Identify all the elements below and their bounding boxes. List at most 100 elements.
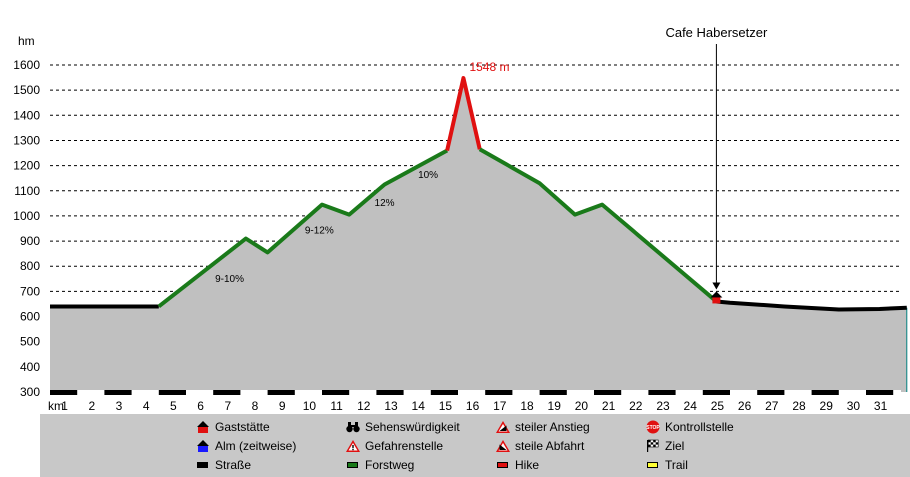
finish-flag-icon xyxy=(645,439,661,453)
y-tick-label: 300 xyxy=(20,385,40,399)
y-tick-label: 1200 xyxy=(13,159,40,173)
steep-ascent-icon xyxy=(495,420,511,434)
series-hike-line xyxy=(445,76,482,151)
y-tick-label: 600 xyxy=(20,310,40,324)
y-tick-label: 1500 xyxy=(13,83,40,97)
x-tick-label: 3 xyxy=(116,399,123,413)
gradient-label: 10% xyxy=(418,170,438,181)
profile-area xyxy=(50,78,907,392)
y-tick-label: 1100 xyxy=(14,184,40,198)
legend-label: Alm (zeitweise) xyxy=(215,439,297,453)
y-tick-label: 900 xyxy=(20,234,40,248)
x-axis-segment xyxy=(267,390,295,395)
x-tick-label: 20 xyxy=(575,399,589,413)
legend-item: Gaststätte xyxy=(195,419,270,435)
x-tick-label: 23 xyxy=(656,399,670,413)
series-forstweg-line xyxy=(157,148,449,309)
x-axis-segment xyxy=(376,390,404,395)
x-axis-segment xyxy=(158,390,186,395)
x-tick-label: 29 xyxy=(820,399,834,413)
legend-label: Hike xyxy=(515,458,540,472)
x-axis-segment xyxy=(213,390,241,395)
legend-item: Gefahrenstelle xyxy=(345,438,443,454)
y-axis-label: hm xyxy=(18,34,35,48)
poi-arrowhead xyxy=(712,282,721,290)
legend-label: Ziel xyxy=(665,439,685,453)
x-axis-segment xyxy=(104,390,132,395)
trail-swatch xyxy=(645,458,661,472)
x-axis-label: km xyxy=(48,399,64,413)
y-tick-label: 400 xyxy=(20,360,40,374)
legend: Gaststätte Sehenswürdigkeit steiler Anstie… xyxy=(40,414,910,477)
x-tick-label: 26 xyxy=(738,399,752,413)
x-tick-label: 4 xyxy=(143,399,150,413)
y-tick-label: 500 xyxy=(20,335,40,349)
y-axis: 300 400 500 600 700 800 900 1000 1100 1200 1300 140… xyxy=(13,58,40,399)
x-tick-label: 18 xyxy=(520,399,534,413)
x-tick-label: 11 xyxy=(330,399,343,413)
x-tick-label: 24 xyxy=(684,399,698,413)
legend-item: steile Abfahrt xyxy=(495,438,584,454)
legend-label: steiler Anstieg xyxy=(515,420,590,434)
annotations: 1548 m 9-10% 9-12% 12% 10% Cafe Habersetzer xyxy=(215,25,768,304)
x-tick-label: 19 xyxy=(548,399,562,413)
x-axis-segment xyxy=(866,390,894,395)
x-tick-label: 22 xyxy=(629,399,643,413)
x-tick-label: 13 xyxy=(384,399,398,413)
legend-label: Trail xyxy=(665,458,688,472)
hike-swatch xyxy=(495,458,511,472)
x-axis-segment xyxy=(430,390,458,395)
x-tick-label: 12 xyxy=(357,399,371,413)
poi-house-icon xyxy=(712,297,721,304)
x-tick-label: 17 xyxy=(493,399,507,413)
x-axis-segment xyxy=(594,390,622,395)
steep-descent-icon xyxy=(495,439,511,453)
legend-item: STOP Kontrollstelle xyxy=(645,419,733,435)
x-tick-label: 7 xyxy=(224,399,231,413)
poi-label: Cafe Habersetzer xyxy=(665,25,768,40)
x-tick-label: 27 xyxy=(765,399,779,413)
svg-text:STOP: STOP xyxy=(646,425,660,431)
x-tick-label: 14 xyxy=(412,399,426,413)
warning-icon xyxy=(345,439,361,453)
legend-label: Sehenswürdigkeit xyxy=(365,420,460,434)
legend-item: Sehenswürdigkeit xyxy=(345,419,460,435)
x-tick-label: 9 xyxy=(279,399,286,413)
x-tick-label: 2 xyxy=(88,399,95,413)
legend-item: Trail xyxy=(645,457,688,473)
y-tick-label: 1400 xyxy=(13,108,40,122)
legend-item: Forstweg xyxy=(345,457,414,473)
legend-item: Hike xyxy=(495,457,539,473)
y-tick-label: 1000 xyxy=(13,209,40,223)
gradient-label: 9-10% xyxy=(215,274,244,285)
legend-item: Alm (zeitweise) xyxy=(195,438,296,454)
binoculars-icon xyxy=(345,420,361,434)
y-tick-label: 1300 xyxy=(13,133,40,147)
legend-label: Gefahrenstelle xyxy=(365,439,444,453)
legend-label: steile Abfahrt xyxy=(515,439,585,453)
x-tick-label: 5 xyxy=(170,399,177,413)
x-tick-label: 8 xyxy=(252,399,259,413)
legend-label: Gaststätte xyxy=(215,420,270,434)
legend-label: Straße xyxy=(215,458,252,472)
x-tick-label: 21 xyxy=(602,399,616,413)
x-axis-segment xyxy=(811,390,839,395)
x-axis-segment xyxy=(648,390,676,395)
x-axis-segment xyxy=(485,390,513,395)
x-tick-label: 25 xyxy=(711,399,725,413)
peak-label: 1548 m xyxy=(469,60,509,74)
legend-item: Straße xyxy=(195,457,251,473)
x-tick-label: 15 xyxy=(439,399,453,413)
series-strae-line xyxy=(716,299,907,312)
x-tick-label: 1 xyxy=(61,399,68,413)
forest-road-swatch xyxy=(345,458,361,472)
series-forstweg-line xyxy=(478,147,718,303)
legend-label: Forstweg xyxy=(365,458,415,472)
x-tick-label: 28 xyxy=(792,399,806,413)
gradient-label: 9-12% xyxy=(305,226,334,237)
alm-icon xyxy=(195,439,211,453)
x-axis-segment xyxy=(50,390,78,395)
road-swatch xyxy=(195,458,211,472)
x-tick-label: 10 xyxy=(303,399,317,413)
x-tick-label: 31 xyxy=(874,399,888,413)
